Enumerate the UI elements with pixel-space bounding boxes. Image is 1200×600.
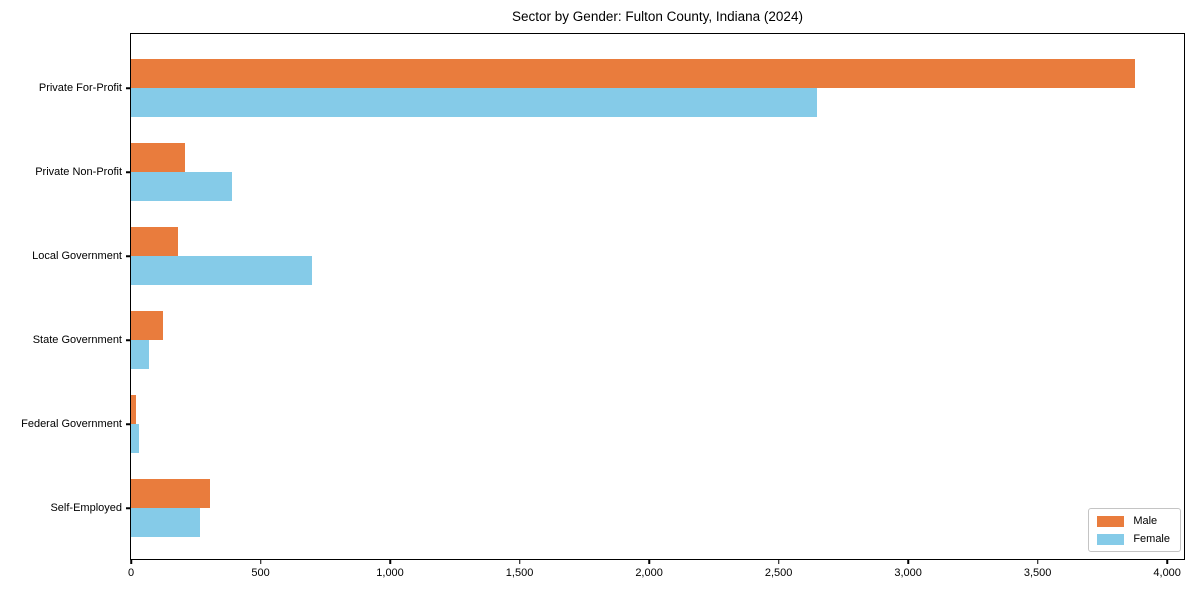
bar-male-state-government: [131, 311, 164, 340]
y-tick-label: Private Non-Profit: [35, 166, 122, 178]
bar-female-private-for-profit: [131, 88, 818, 117]
x-tick-label: 0: [127, 567, 135, 579]
plot-area: Male Female Private For-Profit Private No…: [21, 33, 1185, 579]
y-tick-label: State Government: [32, 334, 122, 346]
y-tick: [126, 171, 131, 173]
y-tick: [126, 87, 131, 89]
y-tick: [126, 507, 131, 509]
x-tick-label: 2,500: [764, 567, 793, 579]
bar-female-private-non-profit: [131, 172, 233, 201]
legend-label-male: Male: [1133, 515, 1158, 527]
x-tick: [907, 559, 909, 564]
bar-female-federal-government: [131, 424, 139, 453]
x-tick-label: 1,500: [505, 567, 534, 579]
legend-item-male: Male: [1097, 515, 1170, 527]
legend-swatch-female-icon: [1097, 533, 1125, 545]
bar-male-private-for-profit: [131, 59, 1135, 88]
bar-female-self-employed: [131, 508, 200, 537]
x-tick: [518, 559, 521, 564]
bar-female-state-government: [131, 340, 150, 369]
y-tick: [126, 423, 131, 425]
legend: Male Female: [1088, 508, 1181, 552]
bar-female-local-government: [131, 256, 313, 285]
x-tick-label: 3,500: [1023, 567, 1052, 579]
x-tick-label: 3,000: [894, 567, 922, 579]
x-tick: [648, 559, 650, 564]
bar-male-federal-government: [131, 395, 137, 424]
bar-male-private-non-profit: [131, 143, 186, 172]
x-tick: [777, 559, 780, 564]
bar-male-local-government: [131, 227, 178, 256]
x-tick-label: 2,000: [635, 567, 663, 579]
chart-title: Sector by Gender: Fulton County, Indiana…: [512, 9, 803, 24]
x-tick: [259, 559, 262, 564]
y-tick-label: Self-Employed: [50, 502, 122, 514]
legend-swatch-male-icon: [1097, 515, 1125, 527]
bar-male-self-employed: [131, 479, 210, 508]
legend-label-female: Female: [1133, 533, 1170, 545]
x-tick: [1036, 559, 1039, 564]
y-tick-label: Local Government: [32, 250, 122, 262]
y-tick-label: Private For-Profit: [38, 82, 122, 94]
legend-item-female: Female: [1097, 533, 1170, 545]
x-tick: [130, 559, 132, 564]
x-tick-label: 4,000: [1153, 567, 1181, 579]
x-tick: [389, 559, 391, 564]
x-tick-label: 500: [251, 567, 270, 579]
x-tick: [1166, 559, 1168, 564]
y-tick: [126, 255, 131, 257]
y-tick-label: Federal Government: [21, 418, 122, 430]
x-tick-label: 1,000: [376, 567, 404, 579]
y-tick: [126, 339, 131, 341]
